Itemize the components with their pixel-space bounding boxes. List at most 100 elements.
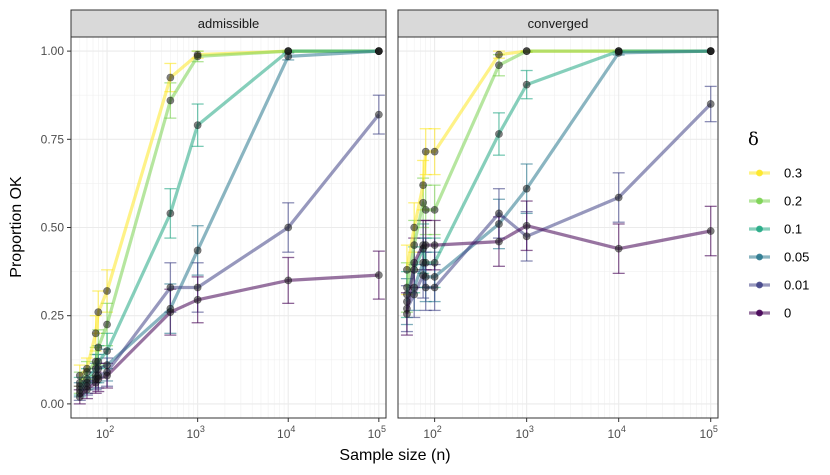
legend-label: 0.3 bbox=[784, 166, 802, 181]
x-axis-title: Sample size (n) bbox=[339, 447, 450, 464]
data-point-0.2 bbox=[421, 205, 430, 214]
data-point-0.3 bbox=[75, 371, 84, 380]
x-tick-label: 104 bbox=[607, 424, 625, 441]
data-point-0 bbox=[94, 375, 103, 384]
data-point-0.3 bbox=[419, 181, 428, 190]
data-point-0 bbox=[430, 241, 439, 250]
data-point-0.1 bbox=[94, 357, 103, 366]
data-point-0 bbox=[193, 295, 202, 304]
data-point-0.3 bbox=[94, 308, 103, 317]
x-tick-label: 103 bbox=[186, 424, 204, 441]
facet-strip-label: admissible bbox=[198, 16, 259, 31]
data-point-0.05 bbox=[706, 47, 715, 56]
data-point-0.05 bbox=[410, 283, 419, 292]
data-point-0.01 bbox=[193, 283, 202, 292]
data-point-0.1 bbox=[166, 209, 175, 218]
data-point-0 bbox=[374, 271, 383, 280]
data-point-0.1 bbox=[193, 121, 202, 130]
data-point-0 bbox=[103, 371, 111, 380]
data-point-0.05 bbox=[403, 297, 411, 306]
x-axis: 102 103 104 105 bbox=[96, 418, 386, 441]
y-tick-label: 0.50 bbox=[41, 221, 65, 235]
data-point-0.01 bbox=[706, 100, 715, 108]
data-point-0.05 bbox=[103, 361, 111, 369]
legend-label: 0.1 bbox=[784, 222, 802, 237]
x-tick-label: 105 bbox=[700, 424, 718, 441]
legend-entry-0.05: 0.05 bbox=[749, 250, 809, 265]
data-point-0 bbox=[522, 221, 531, 230]
legend-swatch-point bbox=[756, 253, 763, 261]
x-tick-label: 103 bbox=[515, 424, 533, 441]
legend: δ 0.3 0.2 0.1 0.05 0.01 0 bbox=[748, 129, 809, 321]
panel-admissible: admissible 102 103 104 105 bbox=[70, 9, 387, 441]
data-point-0.01 bbox=[410, 290, 419, 299]
data-point-0.05 bbox=[94, 364, 103, 373]
data-point-0.2 bbox=[83, 368, 91, 377]
data-point-0.01 bbox=[614, 193, 623, 202]
data-point-0 bbox=[75, 392, 84, 401]
data-point-0.05 bbox=[193, 246, 202, 255]
data-point-0.2 bbox=[495, 61, 503, 70]
data-point-0.3 bbox=[495, 50, 503, 59]
legend-label: 0 bbox=[784, 306, 791, 321]
data-point-0.2 bbox=[522, 47, 531, 56]
data-point-0.01 bbox=[374, 110, 383, 119]
legend-label: 0.05 bbox=[784, 250, 809, 265]
y-axis: 0.00 0.25 0.50 0.75 1.00 bbox=[41, 44, 71, 411]
legend-entry-0: 0 bbox=[749, 306, 791, 321]
legend-swatch-point bbox=[756, 309, 763, 317]
data-point-0.05 bbox=[284, 52, 293, 61]
data-point-0.1 bbox=[522, 80, 531, 89]
data-point-0.2 bbox=[166, 96, 175, 105]
data-point-0 bbox=[706, 227, 715, 235]
data-point-0 bbox=[284, 276, 293, 285]
legend-swatch-point bbox=[756, 225, 763, 233]
x-tick-label: 102 bbox=[423, 424, 441, 441]
y-tick-label: 1.00 bbox=[41, 44, 65, 58]
y-tick-label: 0.25 bbox=[41, 309, 65, 323]
data-point-0.2 bbox=[193, 52, 202, 61]
data-point-0.1 bbox=[403, 290, 411, 299]
data-point-0.2 bbox=[410, 241, 419, 250]
data-point-0.01 bbox=[495, 209, 503, 218]
data-point-0 bbox=[166, 308, 175, 317]
x-tick-label: 105 bbox=[368, 424, 386, 441]
legend-title: δ bbox=[748, 129, 759, 150]
data-point-0.3 bbox=[166, 73, 175, 82]
data-point-0 bbox=[83, 385, 91, 394]
y-tick-label: 0.75 bbox=[41, 132, 65, 146]
data-point-0.3 bbox=[103, 287, 111, 295]
data-point-0 bbox=[495, 237, 503, 246]
data-point-0 bbox=[614, 244, 623, 253]
data-point-0.3 bbox=[91, 329, 100, 338]
legend-entry-0.2: 0.2 bbox=[749, 194, 802, 209]
data-point-0.05 bbox=[522, 184, 531, 193]
panel-converged: converged 102 103 104 105 bbox=[397, 9, 719, 441]
data-point-0.1 bbox=[495, 130, 503, 138]
legend-swatch-point bbox=[756, 169, 763, 177]
data-point-0.05 bbox=[430, 272, 439, 281]
legend-swatch-point bbox=[756, 281, 763, 289]
series-points bbox=[403, 47, 715, 318]
legend-label: 0.01 bbox=[784, 278, 809, 293]
legend-entry-0.3: 0.3 bbox=[749, 166, 802, 181]
data-point-0.01 bbox=[166, 283, 175, 292]
facet-strip-label: converged bbox=[528, 16, 589, 31]
facet-strip bbox=[70, 9, 387, 38]
data-point-0.2 bbox=[403, 283, 411, 292]
data-point-0.01 bbox=[522, 232, 531, 241]
data-point-0.3 bbox=[421, 147, 430, 156]
data-point-0.2 bbox=[94, 343, 103, 352]
data-point-0.2 bbox=[103, 320, 111, 329]
legend-entry-0.01: 0.01 bbox=[749, 278, 809, 293]
data-point-0.01 bbox=[284, 223, 293, 232]
data-point-0.3 bbox=[410, 223, 419, 232]
data-point-0.01 bbox=[430, 283, 439, 292]
data-point-0.05 bbox=[495, 220, 503, 228]
data-point-0 bbox=[403, 310, 411, 318]
data-point-0.01 bbox=[421, 283, 430, 292]
data-point-0.05 bbox=[419, 258, 428, 267]
data-point-0.2 bbox=[430, 205, 439, 214]
data-point-0.1 bbox=[430, 258, 439, 267]
